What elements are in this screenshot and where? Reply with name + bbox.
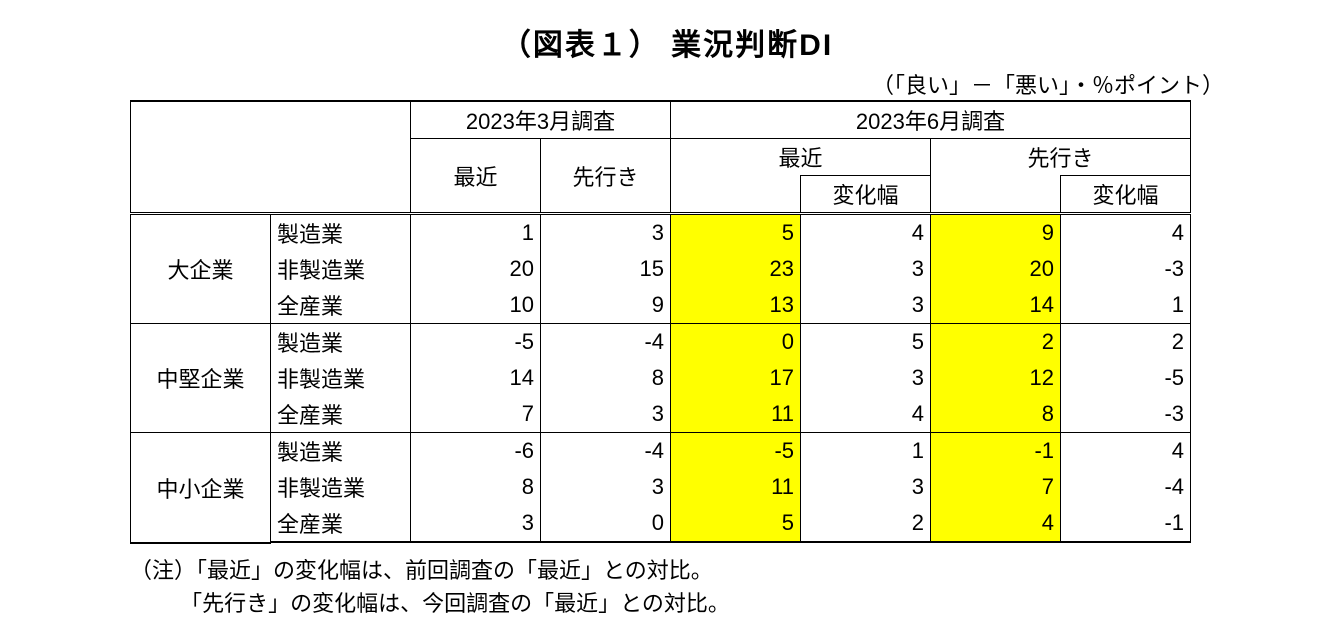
cell: 1 bbox=[1061, 287, 1191, 324]
cell: -1 bbox=[931, 433, 1061, 470]
cell: 8 bbox=[931, 396, 1061, 433]
cell: 11 bbox=[671, 396, 801, 433]
cell: -1 bbox=[1061, 505, 1191, 542]
cell: -3 bbox=[1061, 251, 1191, 287]
cell: 3 bbox=[411, 505, 541, 542]
cell: 12 bbox=[931, 360, 1061, 396]
cell: 3 bbox=[801, 287, 931, 324]
cell: 5 bbox=[671, 214, 801, 252]
cell: 5 bbox=[671, 505, 801, 542]
col-jun-recent-change: 変化幅 bbox=[801, 176, 931, 214]
col-march-survey: 2023年3月調査 bbox=[411, 101, 671, 139]
industry-label: 全産業 bbox=[271, 505, 411, 542]
cell: -5 bbox=[1061, 360, 1191, 396]
cell: 0 bbox=[671, 324, 801, 361]
cell: -6 bbox=[411, 433, 541, 470]
cell: 1 bbox=[801, 433, 931, 470]
group-label: 大企業 bbox=[131, 214, 271, 324]
table-row: 全産業 10 9 13 3 14 1 bbox=[131, 287, 1191, 324]
cell: -5 bbox=[671, 433, 801, 470]
cell: -4 bbox=[541, 433, 671, 470]
cell: 23 bbox=[671, 251, 801, 287]
di-table: 2023年3月調査 2023年6月調査 最近 先行き 最近 先行き 変化幅 変化… bbox=[130, 100, 1191, 544]
col-mar-forecast: 先行き bbox=[541, 139, 671, 214]
figure-title: （図表１） 業況判断DI bbox=[0, 20, 1334, 64]
industry-label: 製造業 bbox=[271, 324, 411, 361]
industry-label: 製造業 bbox=[271, 433, 411, 470]
unit-note: （「良い」－「悪い」・％ポイント） bbox=[0, 68, 1224, 100]
cell: 20 bbox=[931, 251, 1061, 287]
footnote-line2: 「先行き」の変化幅は、今回調査の「最近」との対比。 bbox=[180, 591, 730, 616]
industry-label: 全産業 bbox=[271, 396, 411, 433]
cell: 1 bbox=[411, 214, 541, 252]
cell: 3 bbox=[541, 469, 671, 505]
industry-label: 非製造業 bbox=[271, 469, 411, 505]
table-row: 中堅企業 製造業 -5 -4 0 5 2 2 bbox=[131, 324, 1191, 361]
cell: 3 bbox=[541, 214, 671, 252]
cell: 9 bbox=[931, 214, 1061, 252]
table-row: 中小企業 製造業 -6 -4 -5 1 -1 4 bbox=[131, 433, 1191, 470]
table-row: 非製造業 20 15 23 3 20 -3 bbox=[131, 251, 1191, 287]
table-row: 全産業 7 3 11 4 8 -3 bbox=[131, 396, 1191, 433]
cell: 7 bbox=[411, 396, 541, 433]
cell: -3 bbox=[1061, 396, 1191, 433]
cell: 5 bbox=[801, 324, 931, 361]
footnote: （注）「最近」の変化幅は、前回調査の「最近」との対比。 「先行き」の変化幅は、今… bbox=[130, 554, 1334, 620]
col-jun-recent: 最近 bbox=[671, 139, 931, 176]
cell: 4 bbox=[801, 396, 931, 433]
cell: -4 bbox=[1061, 469, 1191, 505]
table-row: 非製造業 14 8 17 3 12 -5 bbox=[131, 360, 1191, 396]
group-label: 中小企業 bbox=[131, 433, 271, 543]
industry-label: 非製造業 bbox=[271, 360, 411, 396]
cell: 2 bbox=[931, 324, 1061, 361]
cell: 2 bbox=[1061, 324, 1191, 361]
cell: 20 bbox=[411, 251, 541, 287]
cell: 7 bbox=[931, 469, 1061, 505]
footnote-line1: （注）「最近」の変化幅は、前回調査の「最近」との対比。 bbox=[130, 558, 713, 583]
table-row: 全産業 3 0 5 2 4 -1 bbox=[131, 505, 1191, 542]
cell: 3 bbox=[801, 360, 931, 396]
cell: 8 bbox=[541, 360, 671, 396]
col-june-survey: 2023年6月調査 bbox=[671, 101, 1191, 139]
header-row-1: 2023年3月調査 2023年6月調査 bbox=[131, 101, 1191, 139]
cell: 14 bbox=[411, 360, 541, 396]
cell: 4 bbox=[1061, 214, 1191, 252]
table-row: 非製造業 8 3 11 3 7 -4 bbox=[131, 469, 1191, 505]
cell: -5 bbox=[411, 324, 541, 361]
cell: 15 bbox=[541, 251, 671, 287]
industry-label: 非製造業 bbox=[271, 251, 411, 287]
cell: 13 bbox=[671, 287, 801, 324]
industry-label: 製造業 bbox=[271, 214, 411, 252]
cell: 9 bbox=[541, 287, 671, 324]
cell: 8 bbox=[411, 469, 541, 505]
cell: 4 bbox=[801, 214, 931, 252]
group-label: 中堅企業 bbox=[131, 324, 271, 433]
cell: -4 bbox=[541, 324, 671, 361]
col-jun-forecast-change: 変化幅 bbox=[1061, 176, 1191, 214]
col-jun-forecast: 先行き bbox=[931, 139, 1191, 176]
cell: 4 bbox=[931, 505, 1061, 542]
table-row: 大企業 製造業 1 3 5 4 9 4 bbox=[131, 214, 1191, 252]
cell: 11 bbox=[671, 469, 801, 505]
cell: 3 bbox=[801, 469, 931, 505]
cell: 17 bbox=[671, 360, 801, 396]
cell: 10 bbox=[411, 287, 541, 324]
cell: 3 bbox=[801, 251, 931, 287]
cell: 0 bbox=[541, 505, 671, 542]
col-mar-recent: 最近 bbox=[411, 139, 541, 214]
cell: 4 bbox=[1061, 433, 1191, 470]
industry-label: 全産業 bbox=[271, 287, 411, 324]
cell: 14 bbox=[931, 287, 1061, 324]
cell: 3 bbox=[541, 396, 671, 433]
cell: 2 bbox=[801, 505, 931, 542]
